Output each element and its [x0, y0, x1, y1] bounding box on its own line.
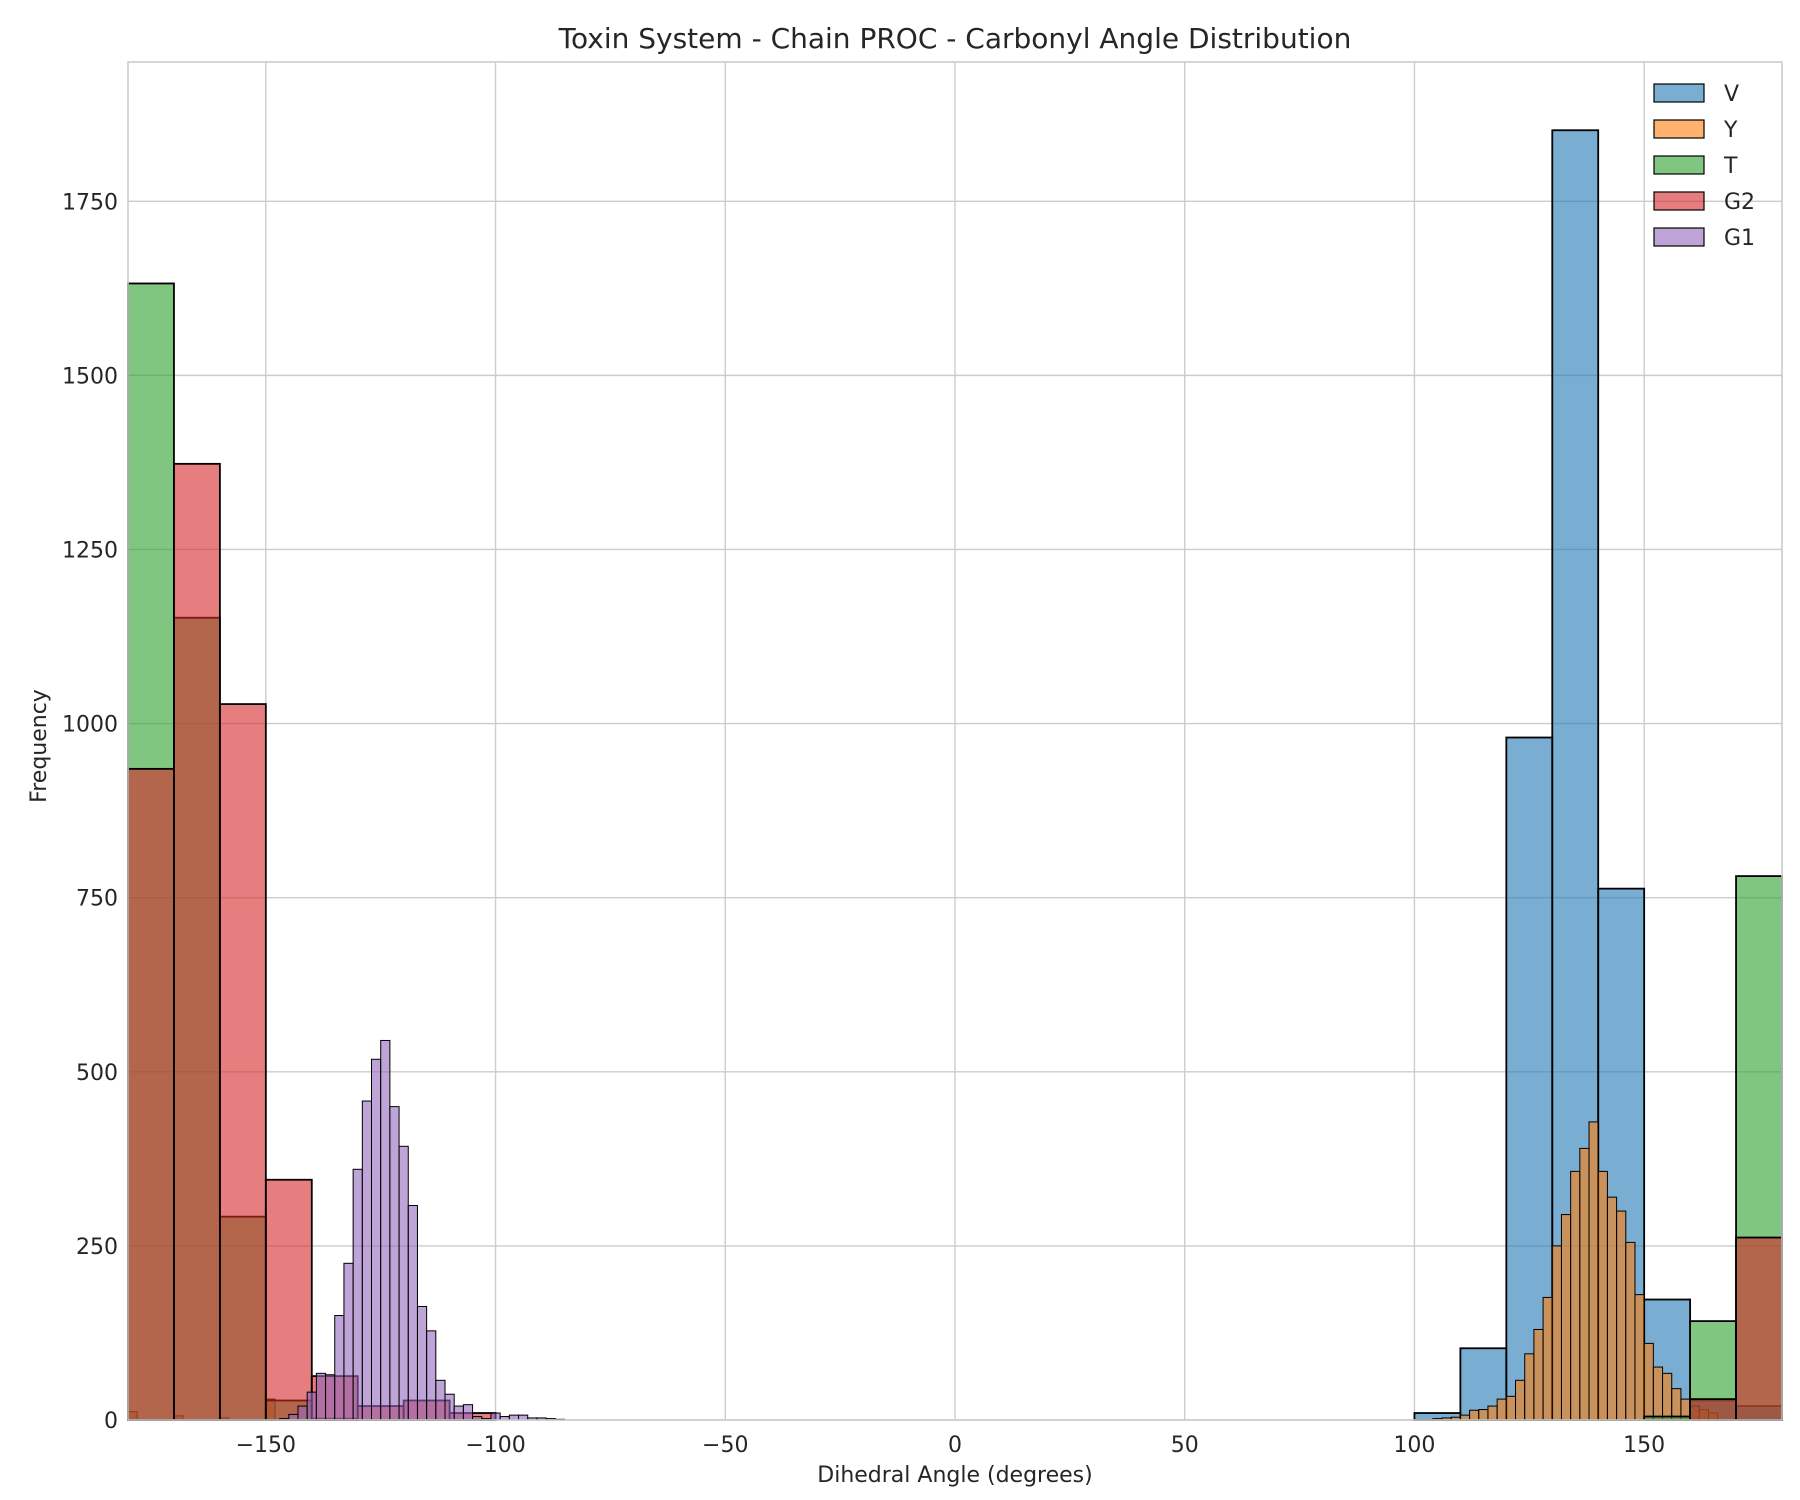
bar-y — [1516, 1380, 1525, 1420]
bar-y — [1543, 1297, 1552, 1420]
bar-y — [1571, 1171, 1580, 1420]
bar-g1 — [326, 1375, 335, 1420]
bar-g1 — [399, 1146, 408, 1420]
bar-g1 — [289, 1414, 298, 1420]
y-tick-label: 750 — [76, 887, 118, 912]
bar-y — [1470, 1410, 1479, 1420]
bar-y — [1626, 1242, 1635, 1420]
bar-g1 — [298, 1406, 307, 1420]
bar-g1 — [344, 1263, 353, 1420]
bar-y — [1479, 1410, 1488, 1420]
bar-g1 — [454, 1406, 463, 1420]
bar-y — [1497, 1399, 1506, 1420]
bar-y — [1488, 1406, 1497, 1420]
bar-g1 — [408, 1206, 417, 1420]
bar-y — [1580, 1148, 1589, 1420]
bar-y — [1672, 1389, 1681, 1420]
bar-g2 — [1736, 1238, 1782, 1420]
bar-y — [1534, 1329, 1543, 1420]
y-tick-label: 1750 — [62, 190, 118, 215]
chart-title: Toxin System - Chain PROC - Carbonyl Ang… — [558, 22, 1352, 55]
bar-g1 — [307, 1392, 316, 1420]
bar-g1 — [427, 1331, 436, 1420]
x-tick-label: 0 — [948, 1433, 962, 1458]
series-g1 — [280, 1040, 565, 1420]
bar-y — [1598, 1171, 1607, 1420]
bar-g2 — [266, 1180, 312, 1420]
legend-label-g2: G2 — [1724, 190, 1755, 215]
x-tick-label: 100 — [1393, 1433, 1435, 1458]
legend-swatch-y — [1654, 120, 1704, 138]
bar-y — [1653, 1367, 1662, 1420]
bar-g1 — [445, 1394, 454, 1420]
bar-y — [1552, 1246, 1561, 1420]
bar-g2 — [1690, 1399, 1736, 1420]
bar-y — [1635, 1295, 1644, 1420]
bar-y — [1663, 1373, 1672, 1420]
bar-g2 — [174, 464, 220, 1420]
bar-g1 — [335, 1316, 344, 1420]
y-tick-label: 1250 — [62, 538, 118, 563]
bar-g2 — [128, 769, 174, 1420]
x-tick-label: −50 — [702, 1433, 748, 1458]
bar-g1 — [463, 1405, 472, 1420]
bar-y — [1644, 1343, 1653, 1420]
bar-y — [1617, 1211, 1626, 1420]
y-tick-label: 500 — [76, 1061, 118, 1086]
bar-g1 — [417, 1306, 426, 1420]
legend-swatch-t — [1654, 156, 1704, 174]
x-axis-label: Dihedral Angle (degrees) — [817, 1463, 1092, 1488]
y-tick-label: 250 — [76, 1235, 118, 1260]
x-tick-label: −100 — [465, 1433, 525, 1458]
bar-g1 — [436, 1380, 445, 1420]
legend-label-y: Y — [1723, 118, 1738, 143]
bar-g2 — [220, 704, 266, 1420]
legend: VYT G2 G1 — [1654, 82, 1755, 251]
bar-y — [1525, 1354, 1534, 1420]
x-tick-label: 50 — [1171, 1433, 1199, 1458]
x-tick-label: −150 — [236, 1433, 296, 1458]
bar-g1 — [390, 1107, 399, 1420]
bar-y — [1561, 1215, 1570, 1420]
legend-swatch-g1 — [1654, 228, 1704, 246]
bar-g1 — [362, 1101, 371, 1420]
legend-swatch-g2 — [1654, 192, 1704, 210]
y-tick-label: 0 — [104, 1409, 118, 1434]
y-axis-label: Frequency — [27, 689, 52, 803]
bar-y — [1589, 1122, 1598, 1420]
y-tick-label: 1000 — [62, 713, 118, 738]
bar-g1 — [381, 1040, 390, 1420]
bar-y — [1607, 1197, 1616, 1420]
bar-y — [1506, 1396, 1515, 1420]
bar-g1 — [353, 1169, 362, 1420]
legend-label-t: T — [1723, 154, 1738, 179]
legend-swatch-v — [1654, 84, 1704, 102]
bar-g1 — [372, 1059, 381, 1420]
x-tick-label: 150 — [1623, 1433, 1665, 1458]
bar-g1 — [491, 1413, 500, 1420]
legend-label-g1: G1 — [1724, 226, 1755, 251]
y-tick-label: 1500 — [62, 364, 118, 389]
legend-label-v: V — [1724, 82, 1739, 107]
bar-g1 — [316, 1373, 325, 1420]
